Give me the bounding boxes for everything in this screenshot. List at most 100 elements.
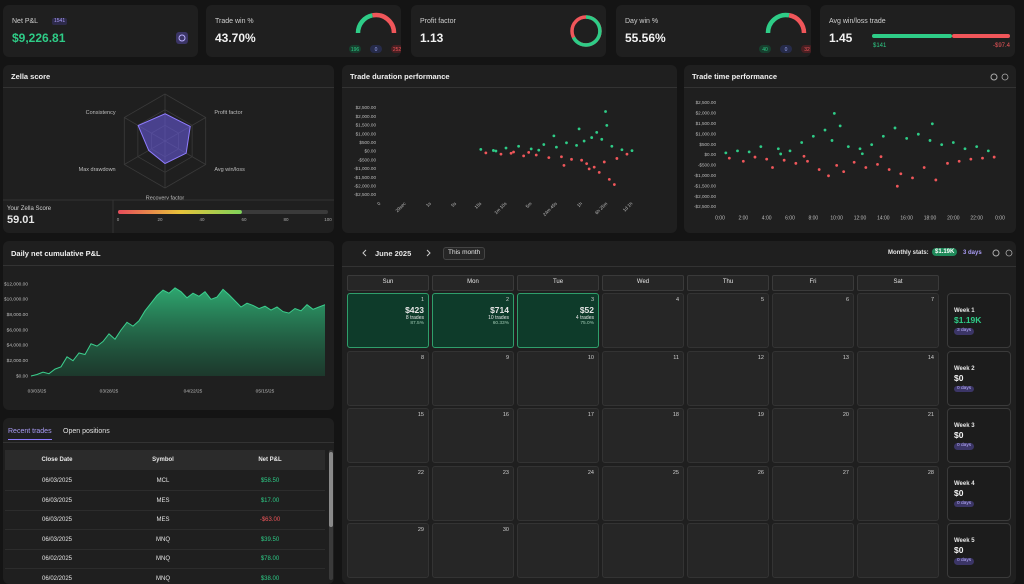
date: 7 (930, 297, 934, 303)
chart: $2,500.00 $2,000.00 $1,500.00 $1,000.00 $500… (354, 105, 634, 217)
date: 15 (417, 412, 424, 418)
scatter-point (625, 152, 629, 156)
scatter-point (537, 148, 541, 152)
day-cell[interactable] (517, 350, 599, 406)
avg-loss: -$97.4 (992, 43, 1010, 49)
info-icon[interactable] (1005, 249, 1013, 257)
settings-icon[interactable] (992, 249, 1000, 257)
day-cell[interactable] (347, 350, 429, 406)
day-cell[interactable] (517, 293, 599, 348)
scatter-point (846, 145, 850, 149)
week-days: 3 days (954, 328, 975, 335)
scatter-point (565, 141, 568, 145)
day-pnl: $423 (405, 305, 424, 315)
scatter-point (975, 145, 979, 149)
day-cell[interactable] (347, 408, 429, 463)
day-cell[interactable] (687, 350, 769, 406)
x-tick-label: 03/03/25 (28, 388, 47, 394)
kpi-label: Profit factor (420, 18, 456, 25)
kpi-card: Trade win % 43.70% 196 0 252 (206, 5, 401, 57)
day-cell[interactable] (602, 465, 684, 521)
x-tick-label: 04/22/25 (184, 388, 203, 394)
scatter-point (753, 155, 757, 159)
prev-arrow[interactable] (362, 249, 367, 257)
date: 27 (842, 469, 849, 476)
cell: 06/02/2025 (41, 575, 73, 582)
day-cell[interactable] (857, 293, 939, 348)
day-cell[interactable] (432, 523, 514, 578)
this-month-button[interactable]: This month (443, 247, 486, 260)
kpi-value: 43.70% (215, 31, 256, 45)
scroll-thumb[interactable] (329, 452, 333, 527)
scatter-point (842, 170, 846, 174)
day-cell[interactable] (517, 408, 599, 463)
weekday-header (772, 275, 854, 291)
scatter-point (823, 128, 827, 132)
scatter-point (922, 166, 926, 169)
scatter-point (610, 144, 614, 148)
cell: $78.00 (260, 556, 280, 562)
y-tick-label: $2,000.00 (696, 111, 717, 116)
week-pnl: $0 (954, 372, 964, 383)
column-header: Close Date (41, 457, 73, 463)
x-tick-label: 0:00 (715, 215, 725, 221)
scatter-point (582, 139, 586, 143)
scatter-point (830, 139, 834, 142)
info-icon[interactable] (1001, 73, 1009, 81)
day-cell[interactable] (602, 408, 684, 463)
day-cell[interactable] (687, 465, 769, 521)
scatter-point (779, 152, 783, 156)
x-tick-label: 05/15/25 (256, 388, 275, 394)
scatter-point (577, 127, 581, 131)
day-cell[interactable] (347, 465, 429, 521)
date: 25 (672, 469, 679, 476)
day-cell[interactable] (687, 293, 769, 348)
scatter-point (492, 149, 495, 152)
day-cell[interactable] (602, 293, 684, 348)
kpi-label: Net P&L (12, 18, 39, 25)
day-cell[interactable] (772, 465, 854, 521)
tab[interactable]: Open positions (63, 428, 110, 435)
date: 3 (590, 297, 594, 303)
cell: MES (156, 517, 170, 523)
day-cell[interactable] (772, 350, 854, 406)
day-cell[interactable] (432, 350, 514, 406)
cell: 06/03/2025 (41, 517, 73, 523)
day-cell[interactable] (347, 523, 429, 578)
radar-label: Consistency (86, 110, 116, 116)
day-cell[interactable] (857, 408, 939, 463)
day-cell[interactable] (432, 293, 514, 348)
radar-area (137, 113, 191, 165)
row-line (5, 548, 325, 550)
day-cell[interactable] (687, 408, 769, 463)
chart (992, 249, 1013, 257)
scatter-point (759, 145, 763, 149)
day-cell[interactable] (772, 293, 854, 348)
day-cell[interactable] (517, 465, 599, 521)
y-tick-label: -$1,500.00 (354, 175, 376, 180)
icon (178, 34, 186, 42)
scatter-point (560, 155, 563, 159)
day-cell[interactable] (857, 350, 939, 406)
week-label: Week 2 (954, 365, 975, 372)
next-arrow[interactable] (426, 249, 431, 257)
scatter-point (887, 168, 891, 171)
day-cell[interactable] (432, 465, 514, 521)
week-days: 0 days (954, 500, 975, 508)
day-cell[interactable] (602, 350, 684, 406)
y-tick-label: $1,500.00 (356, 123, 377, 128)
win-bar (872, 34, 952, 38)
y-tick-label: -$2,500.00 (354, 192, 376, 197)
day-cell[interactable] (432, 408, 514, 463)
day-trades: 8 trades (405, 315, 424, 321)
settings-icon[interactable] (990, 73, 998, 81)
day-cell[interactable] (772, 408, 854, 463)
day-cell[interactable] (857, 465, 939, 521)
x-tick-label: 24m 45s (542, 201, 558, 217)
date: 24 (587, 469, 594, 476)
scatter-point (969, 157, 973, 161)
day-cell[interactable] (347, 293, 429, 348)
tab[interactable]: Recent trades (8, 428, 52, 440)
gauge-count: 0 (785, 47, 788, 53)
scatter-point (992, 155, 996, 159)
